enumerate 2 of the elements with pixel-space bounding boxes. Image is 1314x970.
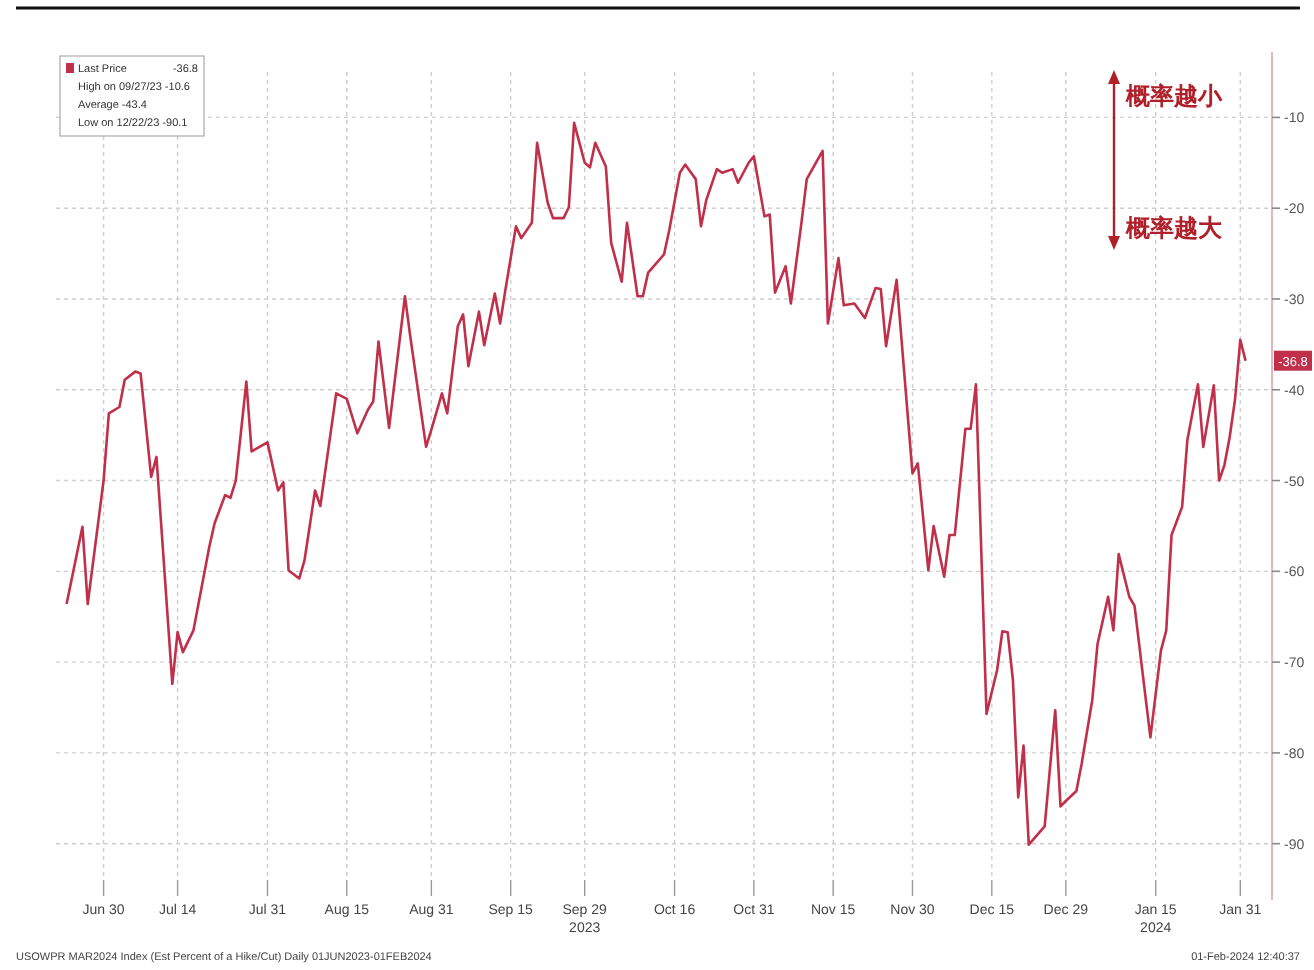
annotation: 概率越小 <box>1124 82 1224 110</box>
annotation: 概率越大 <box>1124 214 1224 242</box>
